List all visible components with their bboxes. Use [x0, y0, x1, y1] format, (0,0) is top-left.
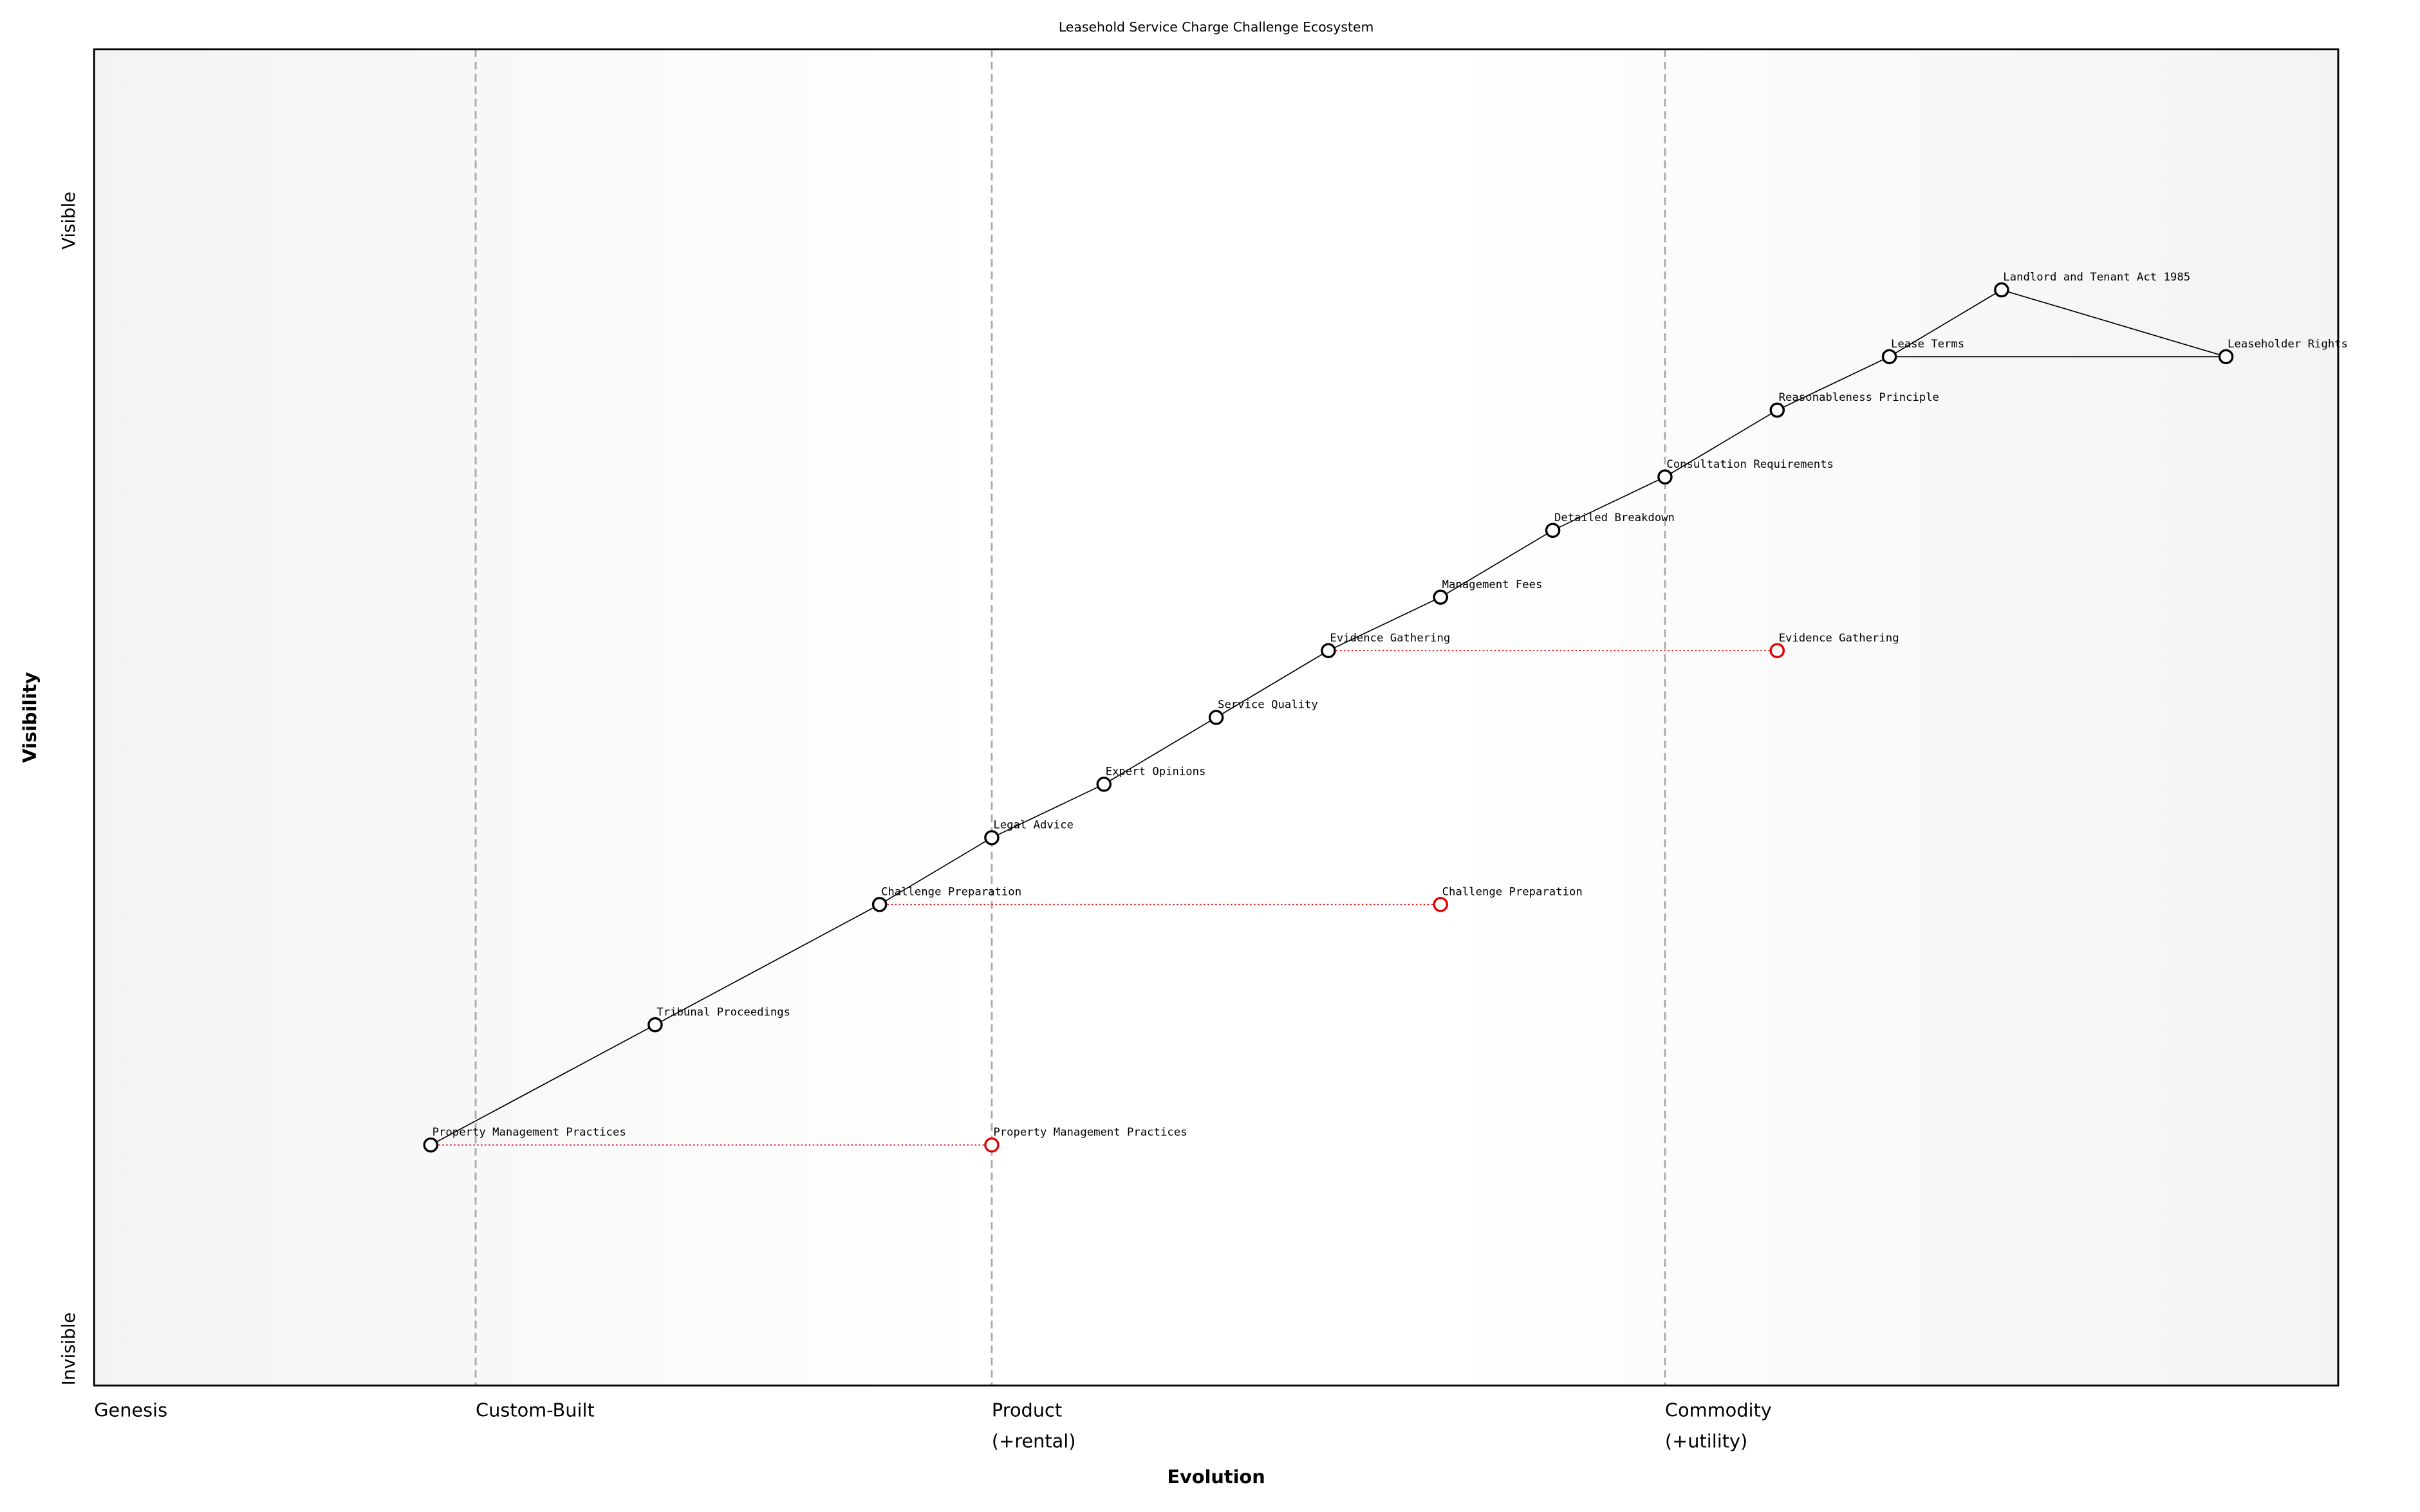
- dependency-link: [1328, 596, 1441, 651]
- x-tick-label: Product (+rental): [992, 1399, 1076, 1452]
- evolved-component: [1769, 643, 1785, 658]
- component: [1881, 349, 1897, 365]
- component-label: Tribunal Proceedings: [656, 1006, 790, 1019]
- component: [1096, 777, 1112, 792]
- component-label: Reasonableness Principle: [1779, 391, 1939, 404]
- dependency-link: [1216, 650, 1329, 718]
- dependency-link: [1664, 409, 1778, 477]
- dependency-link: [991, 784, 1104, 838]
- component-label: Legal Advice: [993, 819, 1074, 832]
- x-tick-label: Commodity (+utility): [1665, 1399, 1772, 1452]
- dependency-link: [1776, 356, 1890, 411]
- y-axis-label: Visibility: [19, 672, 41, 763]
- invisible-label: Invisible: [58, 1313, 79, 1386]
- x-tick-label: Custom-Built: [476, 1399, 595, 1421]
- component: [1994, 282, 2009, 298]
- component-label: Detailed Breakdown: [1554, 512, 1675, 524]
- plot-frame: [93, 48, 2340, 1387]
- component: [984, 830, 1000, 845]
- x-axis-label: Evolution: [1167, 1466, 1265, 1488]
- component-label: Leaseholder Rights: [2228, 338, 2348, 351]
- component: [1208, 710, 1224, 725]
- dependency-link: [1552, 476, 1666, 531]
- dependency-link: [1103, 717, 1217, 785]
- dependency-link: [1440, 530, 1554, 598]
- component-label: Evidence Gathering: [1330, 632, 1450, 645]
- dependency-link: [879, 837, 992, 905]
- component: [1657, 469, 1673, 485]
- component-label: Property Management Practices: [433, 1126, 626, 1139]
- component: [1545, 522, 1561, 539]
- dependency-link: [430, 1024, 656, 1146]
- component: [2218, 349, 2234, 365]
- x-tick-label: Genesis: [94, 1399, 167, 1421]
- dependency-link: [2001, 289, 2226, 358]
- visible-label: Visible: [58, 192, 79, 250]
- component: [1433, 589, 1449, 605]
- component: [423, 1137, 439, 1153]
- component-label: Challenge Preparation: [881, 885, 1021, 898]
- dependency-link: [1889, 289, 2002, 358]
- dependency-link: [655, 904, 880, 1026]
- component-label: Expert Opinions: [1106, 765, 1206, 778]
- chart-title: Leasehold Service Charge Challenge Ecosy…: [1059, 19, 1374, 35]
- component-label: Consultation Requirements: [1666, 458, 1834, 471]
- evolved-label: Challenge Preparation: [1442, 885, 1583, 898]
- component: [1769, 402, 1785, 418]
- evolved-label: Property Management Practices: [993, 1126, 1187, 1139]
- evolved-label: Evidence Gathering: [1779, 632, 1899, 645]
- evolved-component: [1433, 897, 1449, 912]
- evolved-component: [984, 1137, 1000, 1153]
- component-label: Management Fees: [1442, 578, 1543, 591]
- component: [1321, 643, 1336, 658]
- component-label: Landlord and Tenant Act 1985: [2003, 271, 2190, 284]
- component-label: Service Quality: [1218, 699, 1318, 712]
- component-label: Lease Terms: [1891, 338, 1964, 351]
- component: [647, 1017, 663, 1033]
- component: [871, 897, 888, 912]
